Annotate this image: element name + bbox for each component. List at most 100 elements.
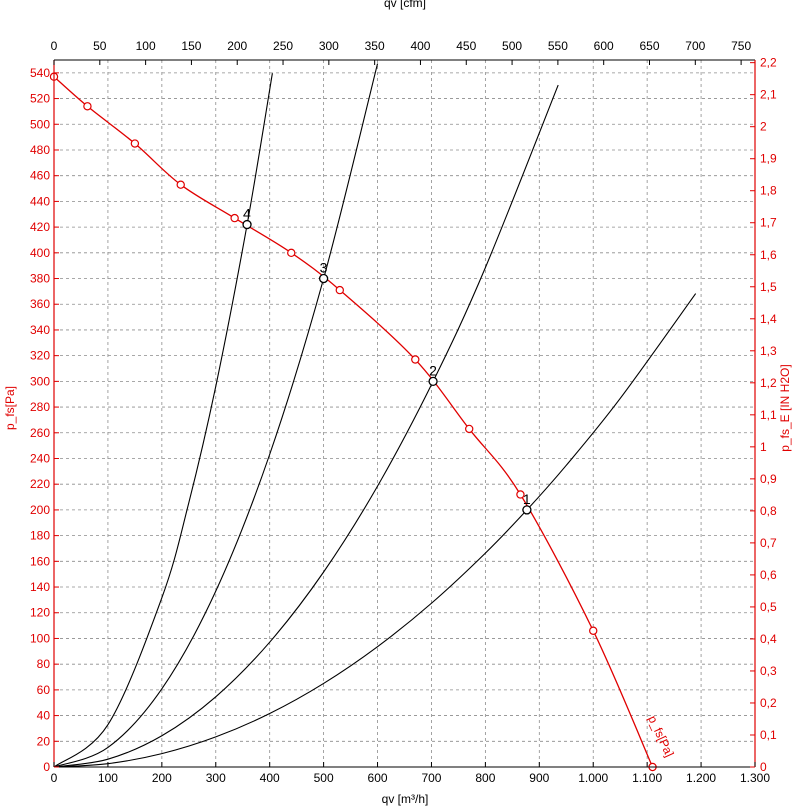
y-right-tick-label: 0,8 (760, 504, 777, 518)
y-left-tick-label: 400 (30, 246, 50, 260)
fan-curve-marker (83, 102, 92, 111)
y-left-tick-label: 260 (30, 426, 50, 440)
x-bottom-tick-label: 700 (421, 771, 441, 785)
y-right-tick-label: 1,4 (760, 312, 777, 326)
y-left-tick-label: 380 (30, 272, 50, 286)
y-left-tick-label: 80 (37, 657, 51, 671)
fan-curve-marker (465, 424, 474, 434)
y-right-tick-label: 1,8 (760, 184, 777, 198)
y-left-tick-label: 180 (30, 529, 50, 543)
y-right-tick-label: 1,5 (760, 280, 777, 294)
system-curve-1 (53, 293, 697, 768)
y-right-tick-label: 0,1 (760, 728, 777, 742)
operating-point-marker (522, 505, 532, 515)
fan-curve-marker (230, 213, 239, 223)
x-bottom-tick-label: 1.200 (686, 771, 716, 785)
operating-point-label: 3 (320, 260, 328, 276)
x-bottom-tick-label: 900 (529, 771, 549, 785)
y-left-tick-label: 120 (30, 606, 50, 620)
x-bottom-tick-label: 200 (152, 771, 172, 785)
fan-curve-marker (335, 285, 344, 295)
y-right-tick-label: 2,2 (760, 56, 777, 70)
y-left-tick-label: 220 (30, 477, 50, 491)
operating-point-label: 1 (523, 491, 531, 507)
y-left-tick-label: 160 (30, 554, 50, 568)
fan-curve-marker (411, 355, 420, 364)
y-left-tick-label: 0 (43, 760, 50, 774)
y-right-tick-label: 0,6 (760, 568, 777, 582)
fan-curve-marker (516, 490, 525, 499)
y-right-tick-label: 0 (760, 760, 767, 774)
x-bottom-tick-label: 1.100 (632, 771, 662, 785)
operating-point-label: 4 (243, 206, 251, 222)
y-left-tick-label: 420 (30, 220, 50, 234)
y-right-tick-label: 0,7 (760, 536, 777, 550)
y-right-tick-label: 1 (760, 440, 767, 454)
x-top-tick-label: 550 (548, 39, 568, 53)
operating-point-marker (242, 219, 252, 230)
y-right-tick-label: 2,1 (760, 88, 777, 102)
axis-ticks: 0 100 200 300 400 500 600 700 800 900 1.000 1.100 1.… (30, 39, 777, 785)
system-curve-3 (53, 63, 379, 768)
y-right-tick-label: 2 (760, 120, 767, 134)
y-left-tick-label: 200 (30, 503, 50, 517)
x-bottom-tick-label: 1.300 (740, 771, 770, 785)
x-bottom-tick-label: 600 (368, 771, 388, 785)
y-left-tick-label: 360 (30, 297, 50, 311)
x-top-tick-label: 50 (93, 39, 107, 53)
fan-curve-marker (130, 139, 140, 148)
plot-frame (53, 59, 756, 768)
x-bottom-axis-label: qv [m³/h] (382, 792, 429, 806)
y-left-tick-label: 500 (30, 117, 50, 131)
x-top-tick-label: 700 (685, 39, 705, 53)
y-left-tick-label: 100 (30, 631, 50, 645)
grid (54, 60, 755, 767)
x-bottom-tick-label: 100 (98, 771, 118, 785)
y-left-tick-label: 280 (30, 400, 50, 414)
operating-points: 1 2 3 4 (242, 206, 532, 515)
x-top-tick-label: 150 (181, 39, 201, 53)
y-left-tick-label: 140 (30, 580, 50, 594)
y-right-tick-label: 0,9 (760, 472, 777, 486)
fan-curve-marker (287, 248, 296, 258)
x-top-tick-label: 500 (502, 39, 522, 53)
y-right-tick-label: 0,2 (760, 696, 777, 710)
y-right-tick-label: 1,6 (760, 248, 777, 262)
x-top-tick-label: 300 (319, 39, 339, 53)
y-left-tick-label: 300 (30, 374, 50, 388)
x-top-tick-label: 350 (365, 39, 385, 53)
operating-point-label: 2 (429, 362, 437, 378)
y-right-tick-label: 1,2 (760, 376, 777, 390)
system-curve-2 (53, 84, 559, 768)
x-bottom-tick-label: 500 (314, 771, 334, 785)
y-left-tick-label: 320 (30, 349, 50, 363)
x-top-tick-label: 400 (410, 39, 430, 53)
y-left-tick-label: 340 (30, 323, 50, 337)
fan-curve-marker (589, 626, 598, 635)
y-left-tick-label: 40 (37, 709, 51, 723)
y-right-tick-label: 1,9 (760, 152, 777, 166)
y-left-tick-label: 520 (30, 92, 50, 106)
y-left-tick-label: 480 (30, 143, 50, 157)
x-top-tick-label: 200 (227, 39, 247, 53)
x-top-tick-label: 0 (51, 39, 58, 53)
x-bottom-tick-label: 400 (260, 771, 280, 785)
x-top-tick-label: 600 (594, 39, 614, 53)
system-curves (53, 63, 697, 768)
y-left-tick-label: 60 (37, 683, 51, 697)
operating-point-marker (428, 376, 438, 387)
x-top-axis-label: qv [cfm] (384, 0, 426, 10)
y-left-tick-label: 440 (30, 194, 50, 208)
x-top-tick-label: 250 (273, 39, 293, 53)
y-left-tick-label: 460 (30, 169, 50, 183)
y-left-axis-label: p_fs[Pa] (3, 386, 17, 430)
x-bottom-tick-label: 800 (475, 771, 495, 785)
x-bottom-tick-label: 1.000 (578, 771, 608, 785)
y-right-axis-label: p_fs_E [IN H2O] (778, 364, 792, 451)
y-right-tick-label: 1,3 (760, 344, 777, 358)
x-bottom-tick-label: 300 (206, 771, 226, 785)
y-right-tick-label: 1,1 (760, 408, 777, 422)
x-bottom-tick-label: 0 (51, 771, 58, 785)
